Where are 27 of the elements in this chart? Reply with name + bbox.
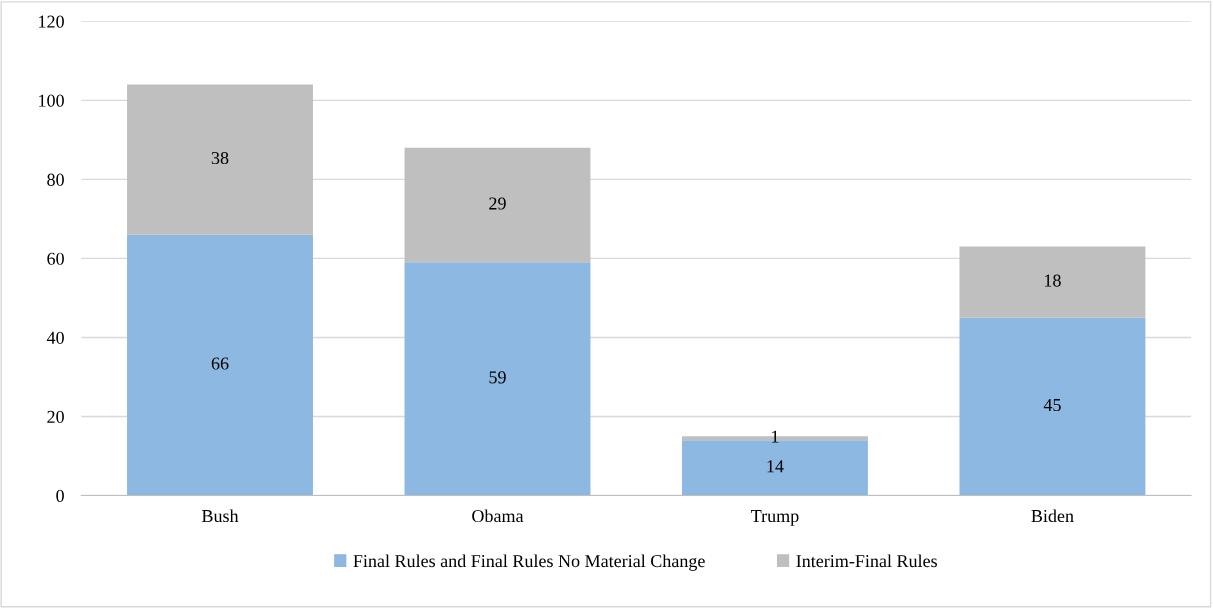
legend-label: Final Rules and Final Rules No Material Change: [353, 554, 705, 571]
y-tick-label: 120: [39, 15, 64, 28]
x-tick-label: Bush: [201, 509, 239, 523]
y-tick-label: 100: [39, 94, 64, 107]
bar: [127, 234, 313, 496]
y-tick-label: 0: [56, 489, 64, 502]
y-tick-label: 60: [47, 252, 64, 265]
x-tick-label: Trump: [751, 510, 799, 526]
data-label: 38: [211, 151, 229, 165]
data-label: 45: [1043, 399, 1061, 412]
bar: [959, 317, 1146, 496]
data-label: 66: [211, 357, 229, 370]
bar: [404, 262, 591, 496]
data-label: 18: [1044, 274, 1061, 287]
data-label: 14: [767, 460, 784, 473]
bar: [959, 246, 1146, 318]
data-label: 29: [489, 197, 506, 210]
y-tick-label: 20: [47, 410, 64, 423]
bar: [127, 84, 313, 235]
bar: [404, 147, 591, 263]
data-label: 1: [772, 430, 779, 443]
x-tick-label: Biden: [1031, 509, 1074, 523]
y-tick-label: 40: [46, 331, 64, 344]
x-tick-label: Obama: [472, 509, 524, 523]
y-tick-label: 80: [47, 173, 64, 186]
legend-label: Interim-Final Rules: [796, 554, 937, 568]
data-label: 59: [489, 371, 506, 384]
